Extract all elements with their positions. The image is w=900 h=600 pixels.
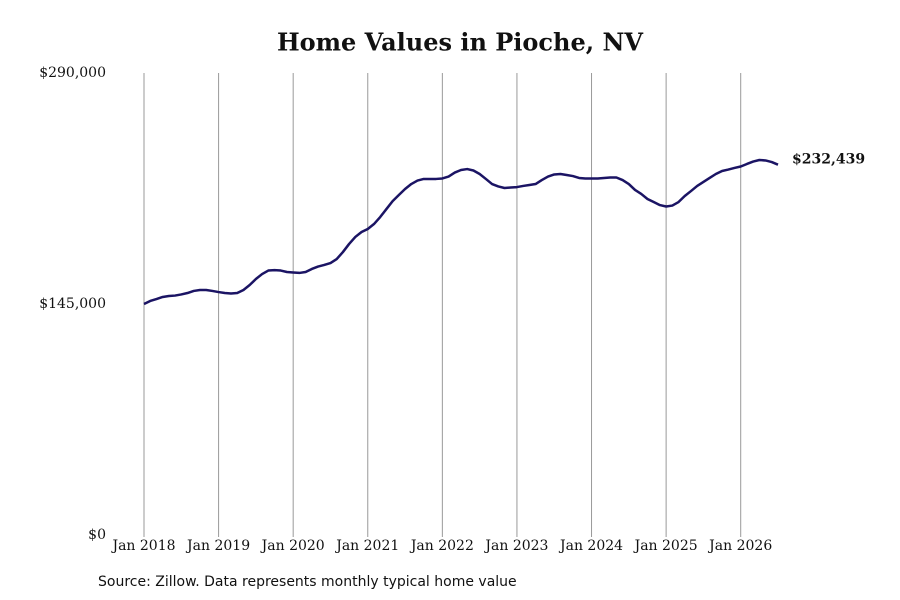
source-note: Source: Zillow. Data represents monthly … (98, 574, 517, 590)
x-tick-label: Jan 2025 (633, 538, 698, 554)
y-tick-label: $290,000 (39, 65, 106, 81)
y-tick-label: $0 (88, 527, 106, 543)
end-value-label: $232,439 (792, 152, 865, 168)
y-tick-label: $145,000 (39, 296, 106, 312)
x-tick-label: Jan 2023 (483, 538, 548, 554)
x-tick-label: Jan 2021 (334, 538, 399, 554)
chart-title: Home Values in Pioche, NV (277, 28, 643, 57)
line (143, 158, 779, 306)
x-tick-label: Jan 2018 (110, 538, 175, 554)
x-tick-label: Jan 2019 (185, 538, 250, 554)
x-tick-label: Jan 2022 (409, 538, 474, 554)
x-tick-label: Jan 2020 (260, 538, 325, 554)
x-tick-label: Jan 2026 (707, 538, 772, 554)
x-tick-label: Jan 2024 (558, 538, 623, 554)
